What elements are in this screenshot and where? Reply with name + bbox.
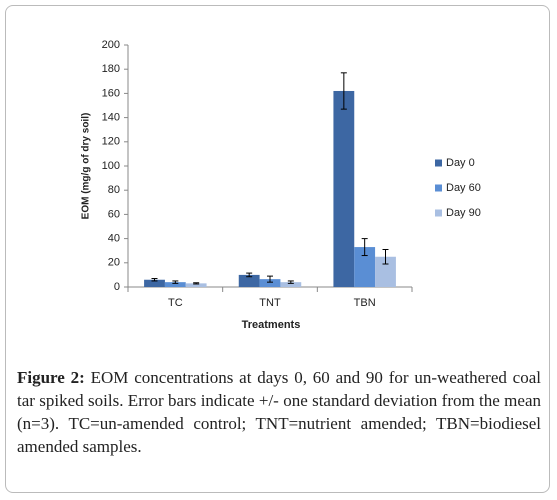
bar xyxy=(375,256,396,287)
error-bar xyxy=(172,280,179,284)
chart: EOM (mg/g of dry soil) Treatments 0 20 40 6… xyxy=(81,39,481,331)
error-bar xyxy=(340,72,347,110)
legend-swatch xyxy=(435,159,442,167)
y-tick-label: 80 xyxy=(108,184,120,196)
y-tick-label: 60 xyxy=(108,208,120,220)
y-tick-label: 100 xyxy=(102,160,120,172)
caption-text: EOM concentrations at days 0, 60 and 90 … xyxy=(17,368,541,456)
error-bar xyxy=(287,280,294,284)
bar xyxy=(164,282,186,287)
y-tick-label: 200 xyxy=(102,39,120,51)
y-tick-label: 40 xyxy=(108,233,120,245)
bar xyxy=(144,279,165,287)
error-bar xyxy=(361,238,368,257)
error-bar xyxy=(382,248,389,265)
legend-label: Day 90 xyxy=(446,207,481,219)
y-tick-label: 180 xyxy=(102,63,120,75)
y-tick-label: 20 xyxy=(108,257,120,269)
figure-frame xyxy=(5,5,550,493)
legend-swatch xyxy=(435,184,442,192)
caption: Figure 2: EOM concentrations at days 0, … xyxy=(17,366,541,458)
x-tick-label: TNT xyxy=(259,297,281,309)
error-bar xyxy=(267,275,273,283)
bar xyxy=(259,279,281,287)
error-bar xyxy=(151,278,158,282)
bar xyxy=(280,282,302,287)
bar xyxy=(238,274,260,287)
x-tick-label: TC xyxy=(168,297,183,309)
y-axis-title: EOM (mg/g of dry soil) xyxy=(81,113,92,220)
y-tick-label: 140 xyxy=(102,112,120,124)
bar xyxy=(185,283,207,287)
caption-label: Figure 2: xyxy=(17,368,85,387)
y-tick-label: 160 xyxy=(102,87,120,99)
y-tick-label: 120 xyxy=(102,136,120,148)
x-tick-label: TBN xyxy=(354,297,376,309)
bar xyxy=(333,90,355,287)
bar xyxy=(354,247,376,287)
error-bar xyxy=(193,282,200,285)
error-bar xyxy=(246,272,253,278)
x-axis-title: Treatments xyxy=(242,319,301,331)
legend-label: Day 60 xyxy=(446,182,481,194)
legend-label: Day 0 xyxy=(446,157,475,169)
y-tick-label: 0 xyxy=(114,281,120,293)
legend-swatch xyxy=(435,209,442,217)
